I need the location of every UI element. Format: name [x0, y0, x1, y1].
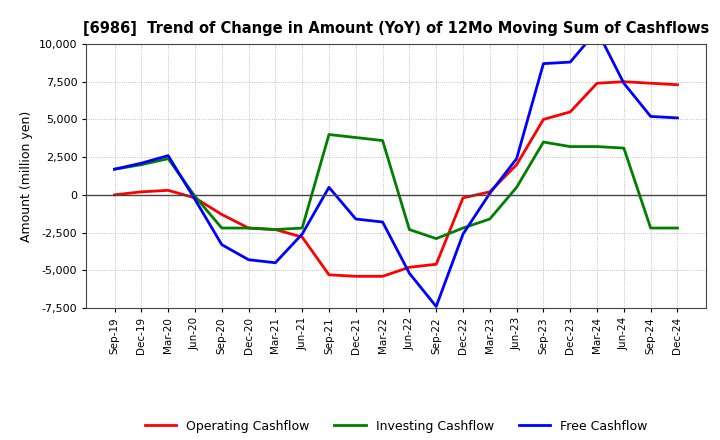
Investing Cashflow — [485, 216, 494, 222]
Free Cashflow — [351, 216, 360, 222]
Operating Cashflow — [619, 79, 628, 84]
Operating Cashflow — [217, 212, 226, 217]
Free Cashflow — [432, 304, 441, 309]
Operating Cashflow — [566, 109, 575, 114]
Investing Cashflow — [539, 139, 548, 145]
Free Cashflow — [459, 231, 467, 237]
Title: [6986]  Trend of Change in Amount (YoY) of 12Mo Moving Sum of Cashflows: [6986] Trend of Change in Amount (YoY) o… — [83, 21, 709, 36]
Free Cashflow — [137, 161, 145, 166]
Operating Cashflow — [513, 162, 521, 167]
Investing Cashflow — [405, 227, 414, 232]
Investing Cashflow — [513, 185, 521, 190]
Investing Cashflow — [459, 225, 467, 231]
Investing Cashflow — [378, 138, 387, 143]
Investing Cashflow — [325, 132, 333, 137]
Investing Cashflow — [137, 162, 145, 167]
Operating Cashflow — [539, 117, 548, 122]
Free Cashflow — [647, 114, 655, 119]
Investing Cashflow — [673, 225, 682, 231]
Investing Cashflow — [110, 167, 119, 172]
Free Cashflow — [619, 81, 628, 86]
Free Cashflow — [513, 156, 521, 161]
Operating Cashflow — [110, 192, 119, 198]
Free Cashflow — [539, 61, 548, 66]
Operating Cashflow — [137, 189, 145, 194]
Free Cashflow — [271, 260, 279, 265]
Investing Cashflow — [298, 225, 307, 231]
Operating Cashflow — [673, 82, 682, 88]
Operating Cashflow — [351, 274, 360, 279]
Line: Investing Cashflow: Investing Cashflow — [114, 135, 678, 238]
Free Cashflow — [217, 242, 226, 247]
Y-axis label: Amount (million yen): Amount (million yen) — [20, 110, 33, 242]
Investing Cashflow — [244, 225, 253, 231]
Free Cashflow — [378, 220, 387, 225]
Operating Cashflow — [485, 189, 494, 194]
Free Cashflow — [244, 257, 253, 262]
Free Cashflow — [191, 197, 199, 202]
Investing Cashflow — [271, 227, 279, 232]
Free Cashflow — [593, 28, 601, 33]
Free Cashflow — [485, 191, 494, 196]
Operating Cashflow — [298, 235, 307, 240]
Investing Cashflow — [351, 135, 360, 140]
Free Cashflow — [298, 231, 307, 237]
Investing Cashflow — [566, 144, 575, 149]
Operating Cashflow — [593, 81, 601, 86]
Operating Cashflow — [459, 195, 467, 201]
Line: Operating Cashflow: Operating Cashflow — [114, 82, 678, 276]
Line: Free Cashflow: Free Cashflow — [114, 30, 678, 307]
Free Cashflow — [405, 271, 414, 276]
Investing Cashflow — [593, 144, 601, 149]
Investing Cashflow — [217, 225, 226, 231]
Free Cashflow — [325, 185, 333, 190]
Operating Cashflow — [378, 274, 387, 279]
Free Cashflow — [673, 115, 682, 121]
Operating Cashflow — [191, 195, 199, 201]
Free Cashflow — [164, 153, 173, 158]
Operating Cashflow — [405, 264, 414, 270]
Operating Cashflow — [647, 81, 655, 86]
Operating Cashflow — [244, 225, 253, 231]
Operating Cashflow — [164, 188, 173, 193]
Free Cashflow — [110, 167, 119, 172]
Investing Cashflow — [432, 236, 441, 241]
Investing Cashflow — [191, 194, 199, 199]
Operating Cashflow — [432, 262, 441, 267]
Free Cashflow — [566, 59, 575, 65]
Investing Cashflow — [647, 225, 655, 231]
Operating Cashflow — [325, 272, 333, 278]
Investing Cashflow — [164, 156, 173, 161]
Investing Cashflow — [619, 146, 628, 151]
Legend: Operating Cashflow, Investing Cashflow, Free Cashflow: Operating Cashflow, Investing Cashflow, … — [140, 414, 652, 437]
Operating Cashflow — [271, 227, 279, 232]
